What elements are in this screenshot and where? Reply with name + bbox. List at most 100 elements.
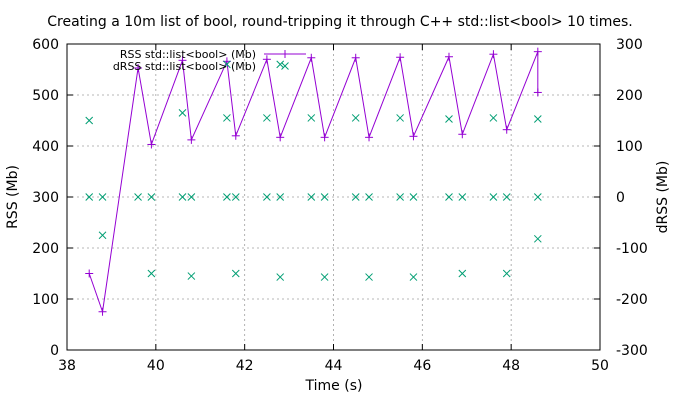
data-point-drss	[231, 193, 240, 201]
data-point-drss	[178, 193, 187, 201]
grid	[67, 44, 600, 350]
y2-axis-title: dRSS (Mb)	[655, 161, 671, 234]
data-point-drss	[489, 193, 498, 201]
y2-tick-label: -200	[616, 292, 648, 308]
data-point-drss	[187, 272, 196, 280]
data-point-drss	[445, 193, 453, 201]
data-point-rss	[98, 307, 107, 316]
data-point-drss	[458, 269, 467, 278]
legend-label-rss: RSS std::list<bool> (Mb)	[120, 48, 256, 61]
data-point-rss	[533, 47, 542, 56]
data-point-rss	[262, 55, 271, 64]
legend-label-drss: dRSS std::list<bool> (Mb)	[113, 60, 256, 73]
x-tick-label: 48	[502, 358, 520, 374]
data-point-drss	[502, 193, 511, 201]
data-point-drss	[396, 114, 404, 122]
data-point-drss	[134, 193, 142, 201]
data-point-drss	[85, 193, 94, 201]
data-point-drss	[458, 193, 467, 201]
data-point-drss	[502, 269, 511, 278]
data-point-drss	[98, 231, 107, 240]
data-point-drss	[223, 114, 231, 122]
x-tick-label: 40	[147, 358, 165, 374]
data-point-drss	[147, 269, 156, 278]
data-point-rss	[147, 140, 156, 149]
y-tick-label: 200	[32, 241, 59, 257]
y2-tick-label: 200	[616, 88, 643, 104]
data-point-rss	[444, 52, 453, 61]
legend-marker-rss	[281, 50, 289, 58]
data-point-drss	[365, 193, 373, 201]
data-point-drss	[396, 193, 404, 201]
data-point-rss	[351, 53, 360, 62]
x-tick-label: 42	[236, 358, 254, 374]
data-point-rss	[409, 132, 418, 141]
y-tick-label: 100	[32, 292, 59, 308]
data-point-drss	[178, 108, 187, 117]
y-tick-label: 500	[32, 88, 59, 104]
y2-tick-label: 100	[616, 139, 643, 155]
data-point-drss	[223, 60, 231, 69]
data-point-rss	[396, 53, 405, 62]
y2-tick-label: 0	[616, 190, 625, 206]
x-tick-label: 38	[58, 358, 76, 374]
data-point-drss	[276, 193, 285, 201]
data-point-drss	[307, 114, 316, 122]
y-tick-label: 600	[32, 37, 59, 53]
data-point-rss	[533, 88, 542, 97]
data-point-drss	[223, 193, 231, 201]
data-point-drss	[276, 60, 285, 69]
data-point-drss	[445, 115, 453, 123]
data-point-drss	[307, 193, 316, 201]
y-axis-title: RSS (Mb)	[5, 165, 21, 229]
data-point-rss	[178, 56, 187, 65]
y2-tick-label: -100	[616, 241, 648, 257]
data-point-drss	[351, 193, 360, 201]
y-tick-label: 300	[32, 190, 59, 206]
data-point-drss	[409, 273, 418, 281]
data-point-rss	[307, 53, 316, 62]
data-point-drss	[409, 193, 418, 201]
data-point-rss	[231, 131, 240, 140]
series	[85, 47, 542, 316]
data-point-rss	[187, 135, 196, 144]
data-point-rss	[320, 133, 329, 142]
data-point-rss	[85, 269, 94, 278]
data-point-drss	[320, 193, 329, 201]
data-point-drss	[263, 114, 271, 122]
series-line-rss	[88, 51, 539, 312]
data-point-drss	[147, 193, 156, 201]
data-point-rss	[134, 63, 143, 72]
data-point-drss	[85, 116, 94, 125]
data-point-drss	[365, 273, 373, 281]
legend: RSS std::list<bool> (Mb) dRSS std::list<…	[113, 48, 306, 73]
data-point-drss	[533, 115, 542, 123]
x-tick-label: 50	[591, 358, 609, 374]
data-point-drss	[276, 273, 285, 281]
legend-marker-drss	[281, 62, 289, 70]
x-axis-title: Time (s)	[305, 378, 363, 394]
data-point-rss	[276, 133, 285, 142]
data-point-drss	[351, 114, 360, 122]
data-point-rss	[458, 130, 467, 139]
data-point-drss	[187, 193, 196, 201]
y2-tick-label: 300	[616, 37, 643, 53]
y-tick-label: 400	[32, 139, 59, 155]
y-tick-label: 0	[50, 343, 59, 359]
x-tick-label: 46	[413, 358, 431, 374]
y2-tick-label: -300	[616, 343, 648, 359]
data-point-rss	[365, 133, 374, 142]
data-point-drss	[263, 193, 271, 201]
data-point-drss	[533, 193, 542, 201]
data-point-rss	[502, 125, 511, 134]
x-tick-label: 44	[325, 358, 343, 374]
axis-ticks: 38 40 42 44 46 48 500100200300400500600-300-20…	[32, 37, 648, 374]
data-point-drss	[98, 193, 107, 201]
data-point-drss	[320, 273, 329, 281]
data-point-drss	[533, 234, 542, 243]
data-point-rss	[489, 50, 498, 59]
data-point-drss	[231, 269, 240, 278]
data-point-drss	[489, 114, 498, 122]
chart-title: Creating a 10m list of bool, round-tripp…	[47, 14, 633, 30]
